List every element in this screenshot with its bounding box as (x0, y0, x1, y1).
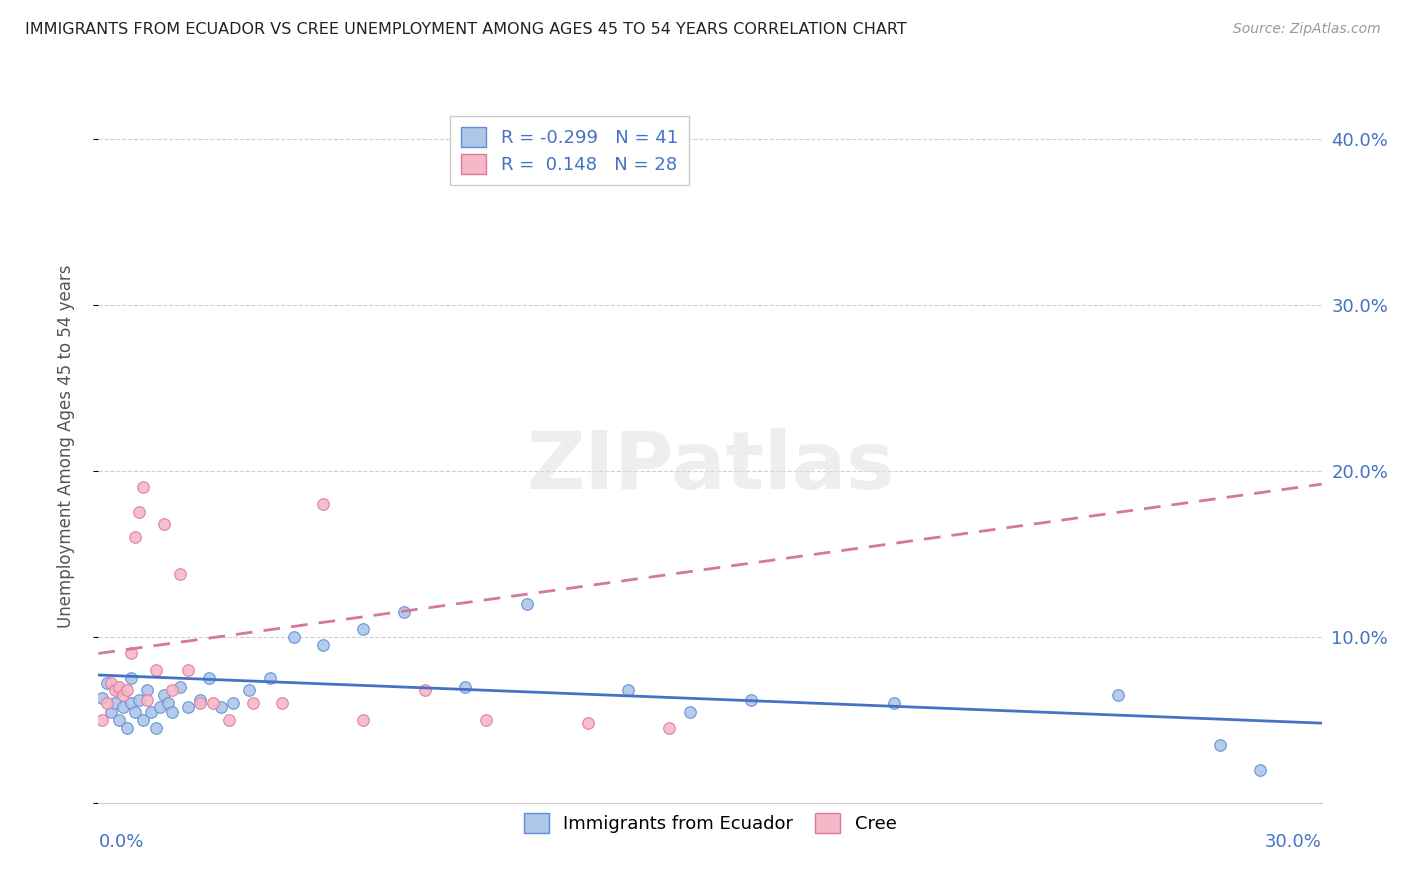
Point (188, 696, 212, 710)
Point (115, 721, 138, 735)
Point (111, 699, 134, 714)
Point (156, 696, 179, 710)
Point (392, 605, 416, 619)
Point (270, 696, 294, 710)
Point (222, 696, 245, 710)
Point (259, 671, 281, 685)
Point (1249, 763, 1271, 777)
Text: ZIPatlas: ZIPatlas (526, 428, 894, 507)
Text: 0.0%: 0.0% (98, 833, 143, 851)
Point (201, 696, 224, 710)
Point (104, 682, 127, 697)
Text: 30.0%: 30.0% (1265, 833, 1322, 851)
Point (177, 699, 200, 714)
Point (104, 696, 127, 710)
Point (312, 497, 335, 511)
Point (124, 530, 146, 544)
Legend: Immigrants from Ecuador, Cree: Immigrants from Ecuador, Cree (516, 805, 904, 840)
Point (91, 691, 114, 706)
Point (132, 481, 155, 495)
Point (96, 696, 118, 710)
Point (169, 566, 191, 581)
Point (209, 699, 232, 714)
Point (91, 713, 114, 727)
Point (149, 699, 172, 714)
Point (1107, 688, 1129, 702)
Point (160, 705, 183, 719)
Point (188, 693, 212, 707)
Point (132, 713, 155, 727)
Point (312, 638, 335, 652)
Point (197, 671, 219, 685)
Text: Source: ZipAtlas.com: Source: ZipAtlas.com (1233, 22, 1381, 37)
Point (145, 721, 167, 735)
Point (218, 713, 240, 727)
Point (177, 663, 200, 677)
Point (352, 622, 374, 636)
Point (169, 680, 191, 694)
Y-axis label: Unemployment Among Ages 45 to 54 years: Unemployment Among Ages 45 to 54 years (56, 264, 75, 628)
Point (516, 597, 538, 611)
Point (679, 705, 702, 719)
Point (160, 682, 183, 697)
Point (141, 705, 163, 719)
Point (238, 682, 260, 697)
Point (108, 680, 131, 694)
Point (136, 682, 159, 697)
Point (152, 516, 174, 531)
Point (283, 630, 305, 644)
Point (128, 693, 150, 707)
Point (145, 663, 167, 677)
Point (152, 688, 174, 702)
Point (136, 693, 159, 707)
Point (474, 713, 498, 727)
Point (658, 721, 681, 735)
Point (108, 682, 131, 697)
Point (740, 693, 762, 707)
Point (120, 696, 142, 710)
Point (115, 682, 138, 697)
Point (120, 671, 142, 685)
Point (100, 676, 122, 690)
Point (100, 705, 122, 719)
Point (576, 716, 599, 731)
Point (413, 682, 436, 697)
Point (617, 682, 640, 697)
Point (128, 505, 150, 519)
Point (352, 713, 374, 727)
Point (124, 705, 146, 719)
Point (111, 688, 134, 702)
Text: IMMIGRANTS FROM ECUADOR VS CREE UNEMPLOYMENT AMONG AGES 45 TO 54 YEARS CORRELATI: IMMIGRANTS FROM ECUADOR VS CREE UNEMPLOY… (25, 22, 907, 37)
Point (96, 676, 118, 690)
Point (1209, 738, 1232, 752)
Point (108, 713, 131, 727)
Point (242, 696, 264, 710)
Point (454, 680, 477, 694)
Point (883, 696, 905, 710)
Point (120, 647, 142, 661)
